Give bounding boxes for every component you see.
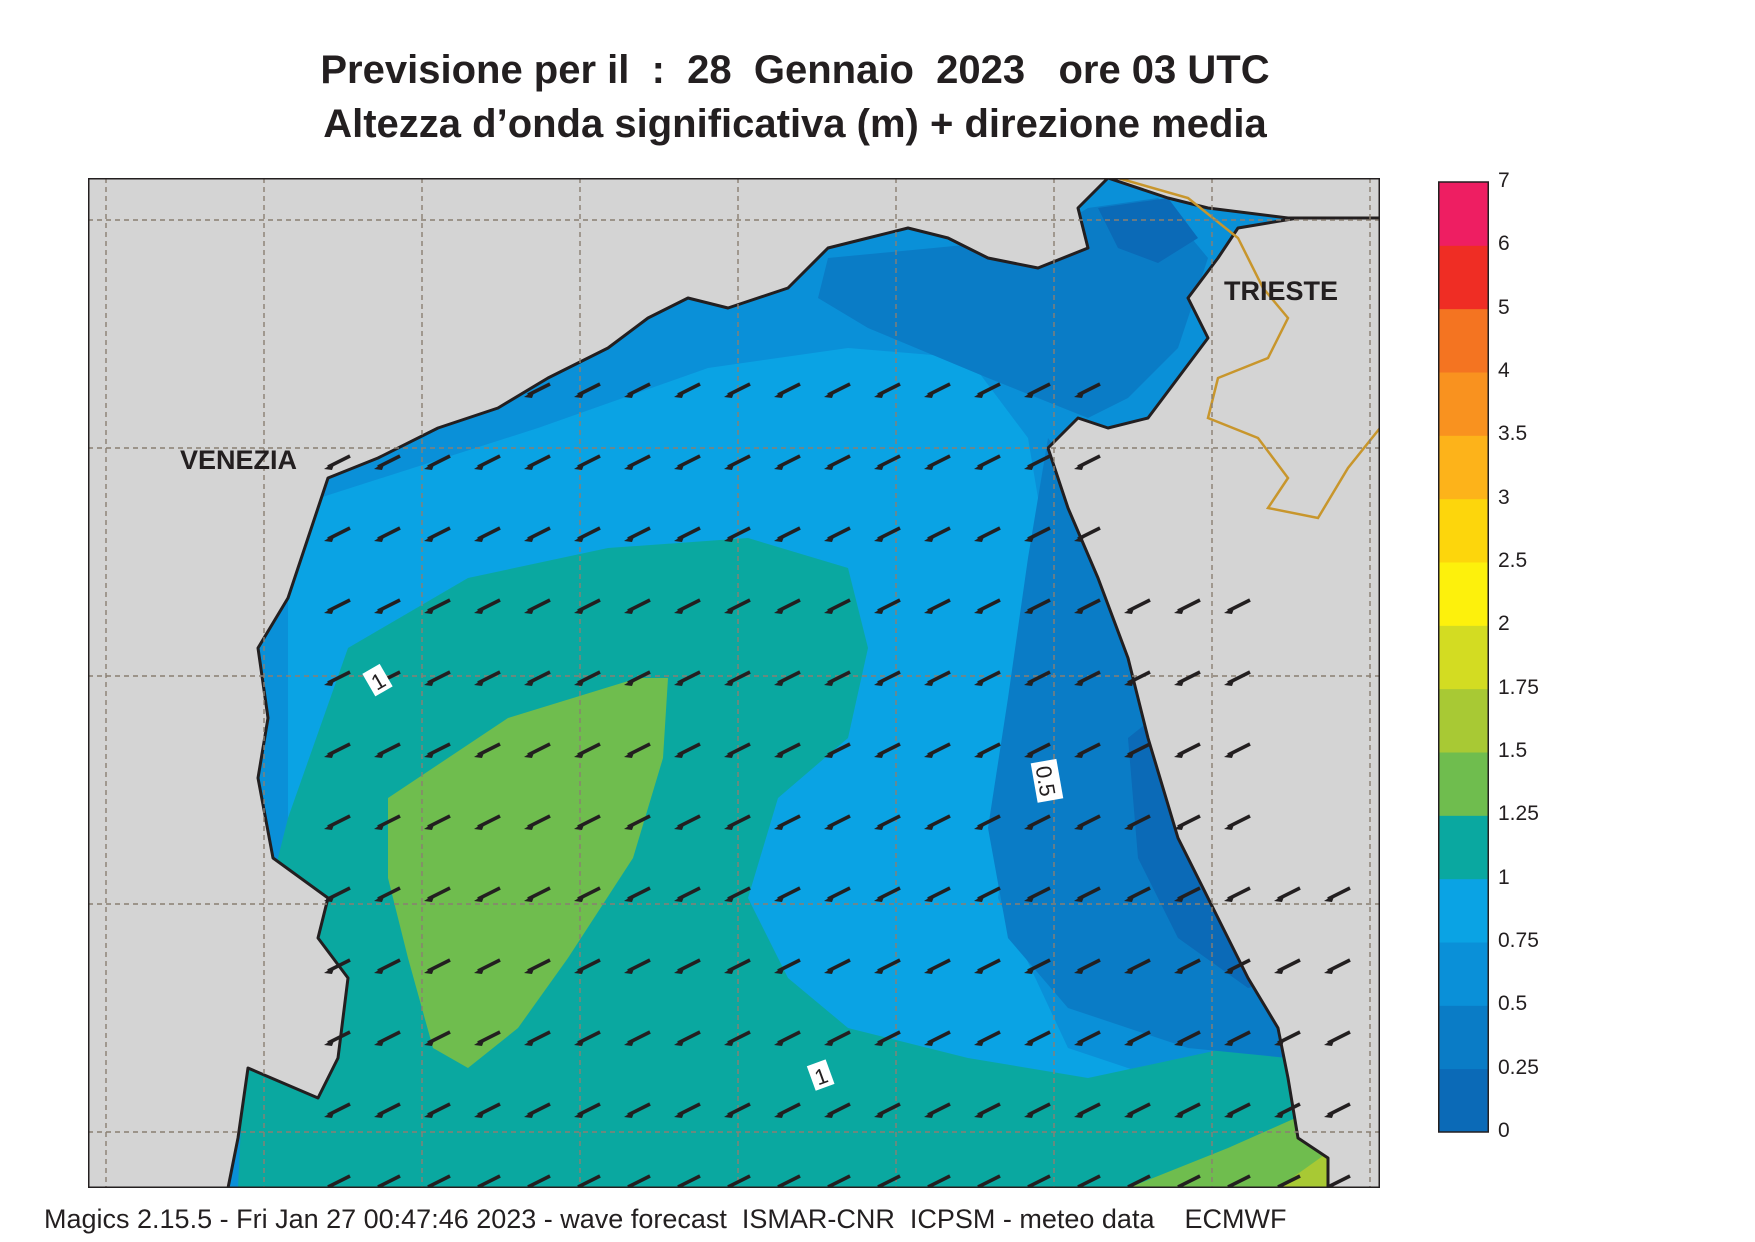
colorbar-label: 5: [1498, 295, 1510, 319]
colorbar-label: 4: [1498, 359, 1510, 382]
contour-label: 1: [362, 663, 393, 697]
place-label-trieste: TRIESTE: [1224, 276, 1338, 306]
state-border: [1117, 178, 1380, 520]
footer-credits: Magics 2.15.5 - Fri Jan 27 00:47:46 2023…: [44, 1204, 1287, 1234]
colorbar-label: 1.5: [1498, 739, 1528, 762]
colorbar-label: 3.5: [1498, 422, 1528, 446]
colorbar-swatch: [1438, 752, 1488, 816]
colorbar-label: 0.25: [1498, 1055, 1539, 1079]
colorbar-label: 0: [1498, 1119, 1510, 1142]
colorbar-label: 2.5: [1498, 549, 1528, 572]
title-line-2: Altezza d’onda significativa (m) + direz…: [323, 102, 1267, 146]
colorbar-label: 0.5: [1498, 992, 1528, 1016]
colorbar-swatch: [1438, 245, 1488, 310]
colorbar-swatch: [1438, 688, 1488, 753]
colorbar-swatch: [1438, 372, 1488, 436]
wave-zone-025-05-north: [818, 198, 1208, 418]
colorbar-label: 1.75: [1498, 675, 1539, 699]
colorbar-swatch: [1438, 498, 1488, 563]
colorbar-swatch: [1438, 942, 1488, 1006]
colorbar-swatch: [1438, 1068, 1488, 1133]
colorbar-label: 1: [1498, 865, 1510, 889]
colorbar-label: 0.75: [1498, 929, 1539, 952]
colorbar-swatch: [1438, 182, 1488, 246]
colorbar-label: 7: [1498, 169, 1510, 192]
colorbar-label: 3: [1498, 485, 1510, 509]
wave-zone-125-15: [388, 678, 668, 1068]
place-label-venezia: VENEZIA: [180, 445, 297, 475]
wave-zone-0-025: [1098, 198, 1198, 263]
wave-map[interactable]: VENEZIA TRIESTE 1 0.5 1: [88, 178, 1380, 1188]
map-frame: [88, 178, 1380, 1188]
contour-label: 1: [806, 1059, 835, 1091]
colorbar-labels: 0 0.25 0.5 0.75 1 1.25 1.5 1.75 2 2.5 3 3.5 4 5 6 7: [1492, 0, 1612, 1200]
colorbar-swatch: [1438, 435, 1488, 500]
colorbar: [1438, 181, 1489, 1133]
colorbar-label: 2: [1498, 612, 1510, 636]
svg-text:0.5: 0.5: [1031, 764, 1061, 798]
colorbar-swatch: [1438, 308, 1488, 373]
colorbar-label: 1.25: [1498, 802, 1539, 826]
colorbar-swatch: [1438, 625, 1488, 690]
colorbar-swatch: [1438, 1005, 1488, 1070]
wave-zone-1-125: [238, 538, 1380, 1188]
colorbar-swatch: [1438, 878, 1488, 943]
colorbar-label: 6: [1498, 232, 1510, 256]
title-line-1: Previsione per il : 28 Gennaio 2023 ore …: [320, 48, 1270, 92]
contour-label: 0.5: [1031, 758, 1064, 803]
colorbar-swatch: [1438, 815, 1488, 880]
land: [88, 178, 1380, 1188]
colorbar-swatch: [1438, 562, 1488, 626]
